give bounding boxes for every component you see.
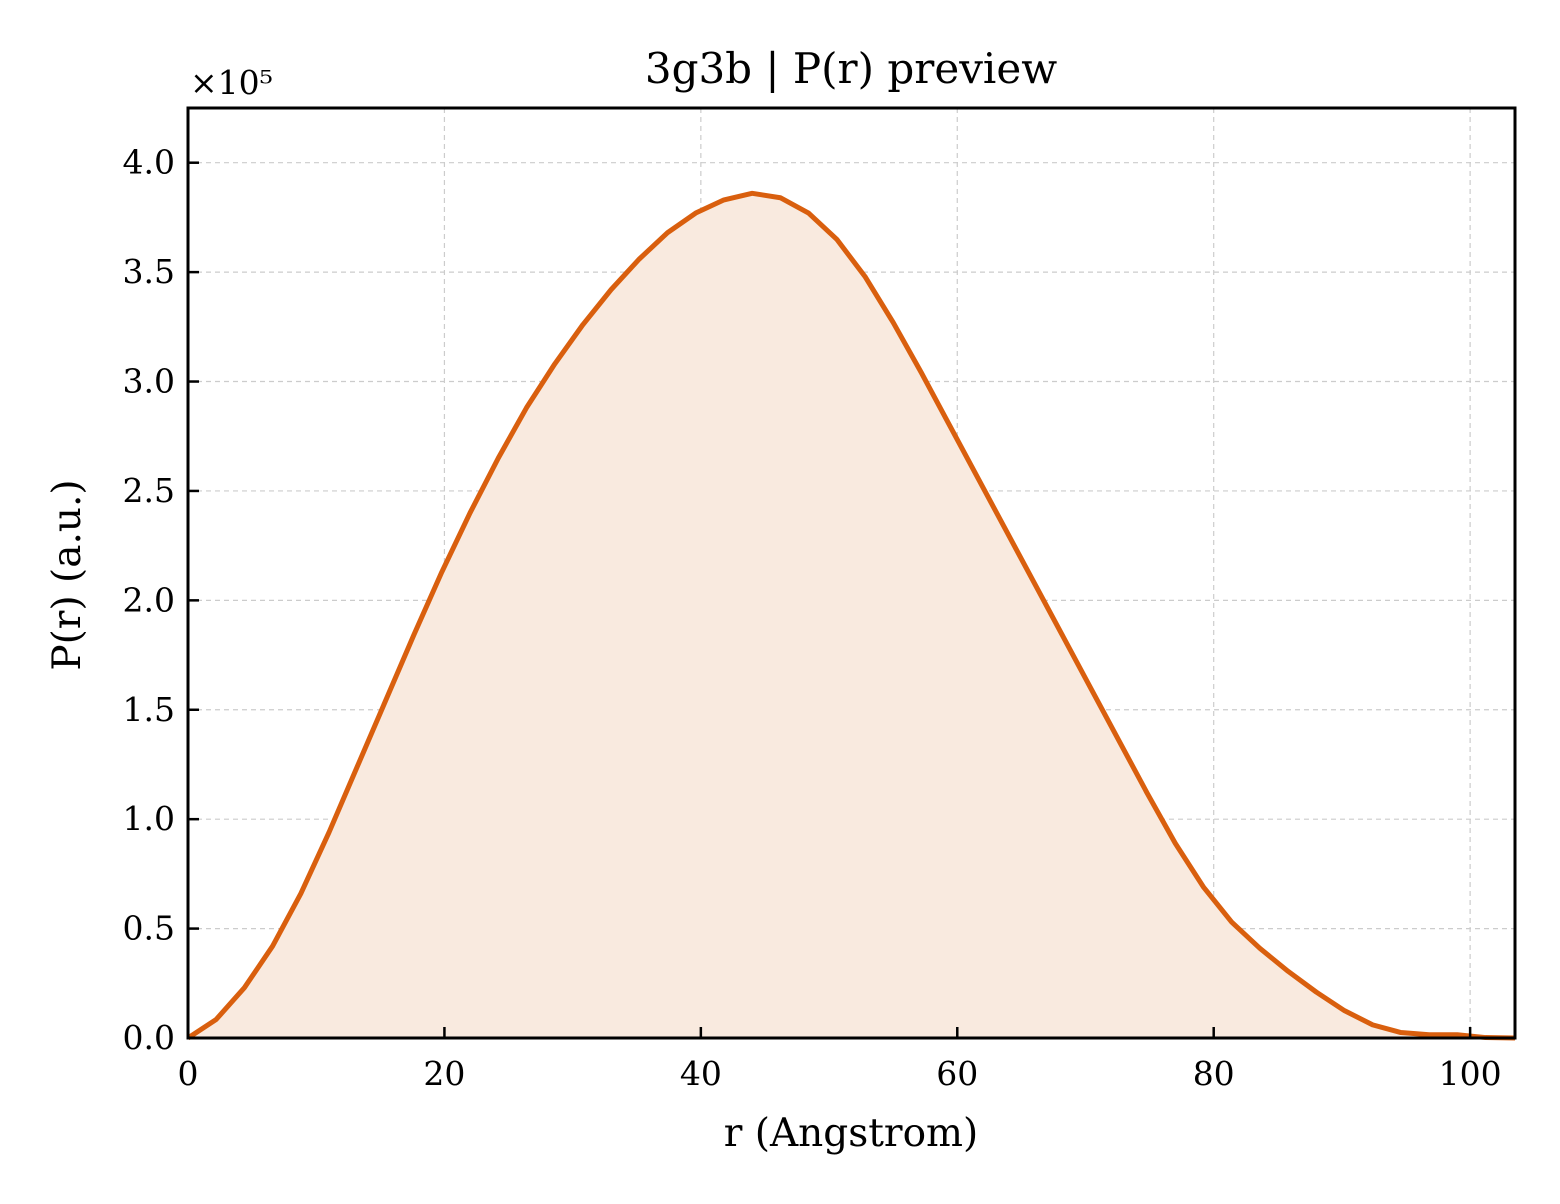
x-axis-label: r (Angstrom) xyxy=(724,1111,979,1156)
y-tick-label: 2.5 xyxy=(123,471,175,510)
y-axis-label: P(r) (a.u.) xyxy=(45,479,90,670)
x-tick-label: 0 xyxy=(178,1054,199,1093)
x-tick-label: 80 xyxy=(1193,1054,1235,1093)
y-tick-label: 3.0 xyxy=(123,362,175,401)
chart-title: 3g3b | P(r) preview xyxy=(645,44,1057,93)
x-tick-label: 100 xyxy=(1439,1054,1502,1093)
y-tick-label: 3.5 xyxy=(123,252,175,291)
series-line xyxy=(186,190,1516,1041)
y-tick-label: 0.0 xyxy=(123,1018,175,1057)
area-fill xyxy=(188,193,1515,1039)
x-tick-label: 60 xyxy=(936,1054,978,1093)
plot-frame xyxy=(186,106,1517,1040)
y-tick-label: 2.0 xyxy=(123,580,175,619)
axis-ticks: 0 20 40 60 80 100 0.0 0.5 1.0 1.5 2.0 2.5 3.0 3.5 4.0 xyxy=(123,143,1502,1093)
x-tick-label: 20 xyxy=(423,1054,465,1093)
y-axis-offset-text: ×10⁵ xyxy=(190,63,273,102)
x-tick-label: 40 xyxy=(680,1054,722,1093)
y-tick-label: 0.5 xyxy=(123,909,175,948)
y-tick-label: 4.0 xyxy=(123,143,175,182)
y-tick-label: 1.5 xyxy=(123,690,175,729)
y-tick-label: 1.0 xyxy=(123,799,175,838)
